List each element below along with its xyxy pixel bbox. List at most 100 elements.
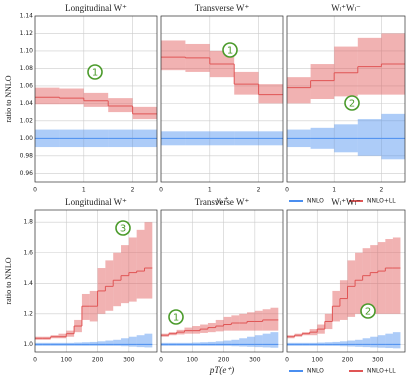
panel-title: Longitudinal W⁺: [65, 3, 127, 13]
annotation: 1: [173, 313, 179, 324]
uncertainty-band: [334, 46, 358, 97]
uncertainty-band: [385, 239, 393, 314]
uncertainty-band: [239, 338, 248, 347]
plot-frame: [34, 15, 158, 183]
uncertainty-band: [136, 335, 145, 348]
uncertainty-band: [81, 293, 90, 320]
x-tick-label: 300: [249, 357, 261, 364]
uncertainty-band: [362, 338, 371, 348]
uncertainty-band: [105, 340, 114, 346]
y-tick-label: 1.02: [20, 117, 34, 124]
x-tick-label: 300: [372, 357, 384, 364]
uncertainty-band: [113, 252, 122, 307]
uncertainty-band: [355, 339, 363, 347]
annotation: 2: [365, 307, 371, 318]
annotation: 3: [120, 224, 126, 235]
x-tick-label: 2: [131, 187, 135, 194]
uncertainty-band: [192, 326, 201, 334]
y-tick-label: 1.06: [20, 82, 34, 89]
y-tick-label: 1.08: [20, 65, 34, 72]
uncertainty-band: [83, 92, 109, 107]
uncertainty-band: [223, 340, 232, 346]
x-tick-label: 2: [379, 187, 383, 194]
uncertainty-band: [262, 333, 271, 348]
legend-label: NNLO: [307, 198, 324, 205]
x-tick-label: 0: [33, 357, 37, 364]
uncertainty-band: [35, 87, 60, 105]
plot-frame: [160, 15, 284, 183]
uncertainty-band: [339, 341, 348, 347]
uncertainty-band: [105, 260, 114, 311]
uncertainty-band: [231, 339, 240, 347]
uncertainty-band: [136, 229, 145, 299]
uncertainty-band: [59, 88, 84, 105]
y-axis-label: ratio to NNLO: [4, 75, 13, 122]
uncertainty-band: [357, 119, 382, 156]
x-tick-label: 200: [218, 357, 230, 364]
plot-frame: [160, 209, 284, 353]
uncertainty-band: [385, 333, 393, 349]
x-tick-label: 1: [208, 187, 212, 194]
x-tick-label: 2: [257, 187, 261, 194]
y-tick-label: 1.2: [23, 310, 33, 317]
x-tick-label: 100: [312, 357, 324, 364]
uncertainty-band: [254, 335, 263, 348]
annotation-circle: [115, 220, 131, 236]
x-axis-label: pT(e⁺): [209, 365, 234, 375]
plot-frame: [286, 15, 406, 183]
panel-title: Wₗ⁺Wₗ⁻: [331, 3, 361, 13]
uncertainty-band: [377, 242, 386, 314]
y-tick-label: 1.4: [23, 280, 33, 287]
annotation-circle: [360, 303, 376, 319]
plot-area: [35, 210, 157, 352]
uncertainty-band: [347, 260, 356, 317]
uncertainty-band: [121, 338, 129, 347]
uncertainty-band: [392, 332, 401, 349]
uncertainty-band: [108, 98, 133, 113]
x-tick-label: 300: [123, 357, 135, 364]
plot-area: [161, 16, 283, 182]
x-tick-label: 200: [342, 357, 354, 364]
annotation: 2: [349, 99, 355, 110]
uncertainty-band: [144, 333, 153, 348]
uncertainty-band: [370, 336, 378, 348]
y-tick-label: 1.0: [23, 341, 33, 348]
y-tick-label: 1.00: [20, 135, 34, 142]
plot-frame: [286, 209, 406, 353]
uncertainty-band: [234, 71, 259, 95]
uncertainty-band: [270, 332, 279, 348]
legend-label: NNLO: [307, 368, 324, 375]
uncertainty-band: [310, 64, 335, 99]
y-tick-label: 1.14: [20, 13, 34, 20]
panel-title: Transverse W⁺: [195, 197, 250, 207]
annotation: 1: [227, 46, 233, 57]
plot-area: [287, 210, 405, 352]
uncertainty-band: [121, 245, 129, 304]
x-tick-label: 0: [159, 357, 163, 364]
panel-title: Longitudinal W⁺: [65, 197, 127, 207]
x-tick-label: 100: [61, 357, 73, 364]
uncertainty-band: [270, 307, 279, 331]
uncertainty-band: [355, 252, 363, 314]
uncertainty-band: [97, 341, 106, 346]
x-tick-label: 0: [285, 187, 289, 194]
uncertainty-band: [239, 313, 248, 331]
y-tick-label: 1.10: [20, 47, 34, 54]
uncertainty-band: [58, 333, 67, 339]
x-axis-label: yₑ⁺: [215, 195, 228, 205]
annotation: 1: [92, 68, 98, 79]
x-tick-label: 1: [332, 187, 336, 194]
uncertainty-band: [254, 310, 263, 331]
uncertainty-band: [377, 335, 386, 348]
x-tick-label: 0: [33, 187, 37, 194]
x-tick-label: 1: [82, 187, 86, 194]
uncertainty-band: [128, 237, 137, 302]
x-tick-label: 200: [92, 357, 104, 364]
uncertainty-band: [347, 340, 356, 347]
annotation-circle: [222, 42, 238, 58]
plot-area: [35, 16, 157, 182]
y-axis-label: ratio to NNLO: [4, 257, 13, 304]
plot-frame: [34, 209, 158, 353]
uncertainty-band: [113, 339, 122, 346]
y-tick-label: 1.12: [20, 30, 34, 37]
